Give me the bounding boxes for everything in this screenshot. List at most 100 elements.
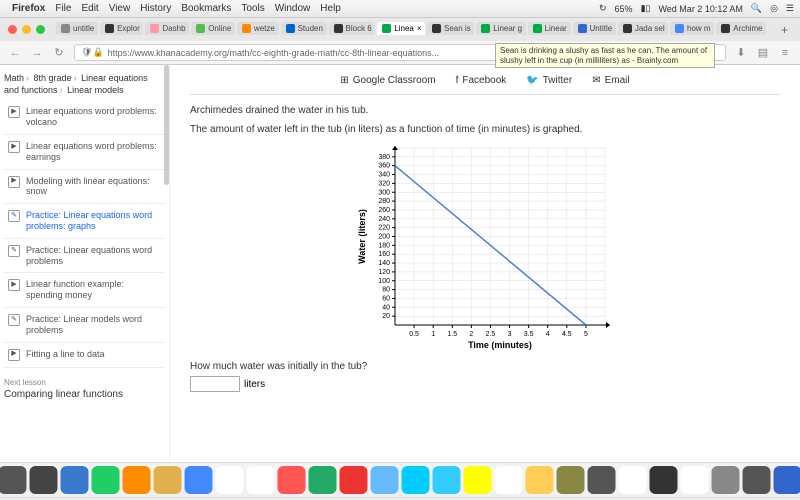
control-center-icon[interactable]: ◎ [770,3,778,14]
nav-reload[interactable]: ↻ [52,46,66,60]
browser-tab[interactable]: Studen [281,22,327,35]
svg-text:340: 340 [378,172,390,179]
crumb[interactable]: Math [4,73,24,83]
dock-app-icon[interactable] [557,466,585,494]
answer-input[interactable] [190,376,240,392]
crumb[interactable]: Linear models [67,85,124,95]
dock-app-icon[interactable] [712,466,740,494]
nav-forward[interactable]: → [30,46,44,60]
dock-app-icon[interactable] [30,466,58,494]
window-close[interactable] [8,25,17,34]
tab-close-icon[interactable]: × [417,24,422,33]
menu-file[interactable]: File [55,3,71,14]
dock-app-icon[interactable] [247,466,275,494]
share-twitter[interactable]: 🐦Twitter [526,75,572,86]
sidebar-item[interactable]: ▶Modeling with linear equations: snow [4,170,165,205]
url-bar[interactable]: 🛡 🔒 https://www.khanacademy.org/math/cc-… [74,44,726,61]
save-icon[interactable]: ⬇ [734,46,748,60]
browser-tab[interactable]: Sean is [427,22,474,35]
sidebar-scrollbar[interactable] [164,65,169,185]
sidebar-item[interactable]: ✎Practice: Linear equations word problem… [4,239,165,274]
dock-app-icon[interactable] [61,466,89,494]
svg-text:200: 200 [378,234,390,241]
macos-menubar: Firefox File Edit View History Bookmarks… [0,0,800,18]
dock-app-icon[interactable] [743,466,771,494]
crumb[interactable]: 8th grade [34,73,72,83]
dock-app-icon[interactable] [340,466,368,494]
sidebar-item[interactable]: ▶Linear function example: spending money [4,273,165,308]
browser-tab[interactable]: Linea× [377,22,425,35]
search-icon[interactable]: 🔍 [751,3,762,14]
menu-tools[interactable]: Tools [241,3,264,14]
dock-app-icon[interactable] [495,466,523,494]
svg-text:80: 80 [382,287,390,294]
reader-icon[interactable]: ▤ [756,46,770,60]
app-name[interactable]: Firefox [12,3,45,14]
sidebar-item[interactable]: ▶Linear equations word problems: volcano [4,100,165,135]
browser-tab[interactable]: how m [670,22,714,35]
tab-label: Linear [545,24,567,33]
browser-tab[interactable]: untitle [56,22,98,35]
new-tab-button[interactable]: + [777,23,792,37]
svg-text:2: 2 [469,331,473,338]
sidebar-item[interactable]: ✎Practice: Linear equations word problem… [4,204,165,239]
lock-icon: 🔒 [92,47,103,58]
menu-history[interactable]: History [140,3,171,14]
dock-app-icon[interactable] [185,466,213,494]
menu-help[interactable]: Help [320,3,341,14]
menu-window[interactable]: Window [275,3,311,14]
tab-label: wetze [254,24,275,33]
browser-tab[interactable]: Linear [528,22,571,35]
problem-line2: The amount of water left in the tub (in … [190,124,780,135]
dock-app-icon[interactable] [278,466,306,494]
nav-back[interactable]: ← [8,46,22,60]
next-lesson[interactable]: Next lesson Comparing linear functions [4,378,165,400]
question-text: How much water was initially in the tub? [190,361,780,372]
sidebar-item[interactable]: ▶Fitting a line to data [4,343,165,368]
lesson-sidebar: Math› 8th grade› Linear equations and fu… [0,65,170,487]
menu-bookmarks[interactable]: Bookmarks [181,3,231,14]
dock-app-icon[interactable] [650,466,678,494]
svg-text:100: 100 [378,278,390,285]
dock-app-icon[interactable] [402,466,430,494]
browser-tab[interactable]: Online [191,22,235,35]
menu-view[interactable]: View [109,3,131,14]
dock-app-icon[interactable] [154,466,182,494]
dock-app-icon[interactable] [123,466,151,494]
share-classroom[interactable]: ⊞Google Classroom [340,75,435,86]
dock-app-icon[interactable] [774,466,800,494]
window-minimize[interactable] [22,25,31,34]
sidebar-item[interactable]: ✎Practice: Linear models word problems [4,308,165,343]
dock-app-icon[interactable] [216,466,244,494]
share-facebook[interactable]: fFacebook [456,75,507,86]
browser-tab[interactable]: Archime [716,22,766,35]
browser-tab[interactable]: Block 6 [329,22,376,35]
tab-label: Sean is [444,24,471,33]
share-email[interactable]: ✉Email [592,75,629,86]
menu-edit[interactable]: Edit [81,3,98,14]
browser-tab[interactable]: Jada sel [618,22,668,35]
menu-icon[interactable]: ☰ [786,3,794,14]
dock-app-icon[interactable] [588,466,616,494]
window-maximize[interactable] [36,25,45,34]
datetime: Wed Mar 2 10:12 AM [658,4,742,14]
dock-app-icon[interactable] [681,466,709,494]
sidebar-item[interactable]: ▶Linear equations word problems: earning… [4,135,165,170]
tab-label: Block 6 [346,24,372,33]
browser-tab[interactable]: Explor [100,22,143,35]
browser-tab[interactable]: Untitle [573,22,616,35]
browser-tab[interactable]: Dashb [145,22,189,35]
tab-label: Studen [298,24,323,33]
menu-hamburger-icon[interactable]: ≡ [778,46,792,60]
dock-app-icon[interactable] [619,466,647,494]
dock-app-icon[interactable] [526,466,554,494]
sync-icon[interactable]: ↻ [599,3,607,14]
dock-app-icon[interactable] [464,466,492,494]
dock-app-icon[interactable] [433,466,461,494]
browser-tab[interactable]: Linear g [476,22,525,35]
dock-app-icon[interactable] [92,466,120,494]
dock-app-icon[interactable] [371,466,399,494]
browser-tab[interactable]: wetze [237,22,279,35]
dock-app-icon[interactable] [0,466,27,494]
dock-app-icon[interactable] [309,466,337,494]
